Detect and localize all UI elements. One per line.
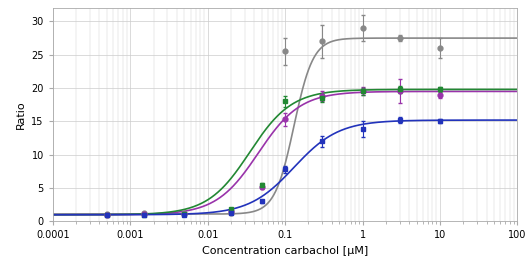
Y-axis label: Ratio: Ratio	[16, 100, 26, 129]
X-axis label: Concentration carbachol [μM]: Concentration carbachol [μM]	[202, 246, 368, 256]
